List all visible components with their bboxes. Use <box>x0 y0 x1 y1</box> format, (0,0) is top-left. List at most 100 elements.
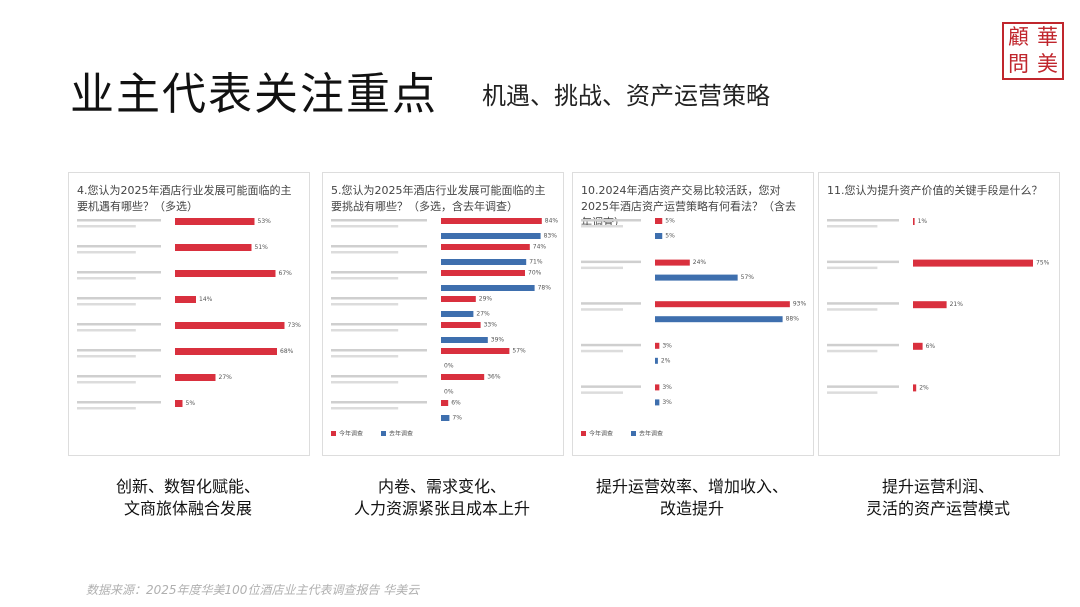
category-label-placeholder <box>77 219 161 222</box>
bar <box>655 233 663 239</box>
category-label-placeholder <box>827 260 899 264</box>
value-label: 93% <box>793 301 807 308</box>
bar <box>175 400 183 407</box>
bar <box>175 322 285 329</box>
category-label-placeholder <box>77 329 136 332</box>
category-label-placeholder <box>581 260 641 264</box>
category-label-placeholder <box>331 401 427 404</box>
category-label-placeholder <box>331 225 399 228</box>
bar <box>441 322 481 328</box>
value-label: 29% <box>479 296 493 303</box>
legend-label: 今年调查 <box>589 430 613 438</box>
legend-swatch <box>331 431 336 436</box>
caption: 提升运营利润、 灵活的资产运营模式 <box>813 476 1063 520</box>
caption-line: 提升运营效率、增加收入、 <box>595 477 788 496</box>
category-label-placeholder <box>827 349 878 353</box>
legend-label: 去年调查 <box>639 430 663 438</box>
category-label-placeholder <box>77 225 136 228</box>
category-label-placeholder <box>77 401 161 404</box>
bar <box>175 270 276 277</box>
bar <box>441 233 541 239</box>
chart: 1% 75% 21% 6% 2% <box>827 218 1050 394</box>
caption: 内卷、需求变化、人力资源紧张且成本上升 <box>317 476 567 520</box>
category-label-placeholder <box>581 343 641 347</box>
value-label: 6% <box>926 343 936 350</box>
bar <box>441 296 476 302</box>
category-label-placeholder <box>331 329 399 332</box>
bar <box>441 400 449 406</box>
value-label: 51% <box>255 244 269 251</box>
chart: 53% 51% 67% 14% 73% 68% 27% 5% <box>77 218 301 410</box>
caption-line: 提升运营利润、 <box>881 477 994 496</box>
value-label: 57% <box>741 274 755 281</box>
chart: 84% 83% 74% 71% 70% 78% 29% 27% 33% 39% 57% 0% 36% 0%… <box>331 218 558 438</box>
bar <box>655 342 660 349</box>
bar <box>441 259 527 265</box>
category-label-placeholder <box>77 407 136 410</box>
value-label: 0% <box>444 389 454 396</box>
category-label-placeholder <box>331 245 427 248</box>
value-label: 14% <box>199 296 213 303</box>
value-label: 68% <box>280 348 294 355</box>
caption: 提升运营效率、增加收入、 改造提升 <box>567 476 817 520</box>
category-label-placeholder <box>77 277 136 280</box>
bar <box>913 342 923 350</box>
category-label-placeholder <box>331 407 399 410</box>
bar <box>655 316 783 323</box>
category-label-placeholder <box>827 308 878 311</box>
bar <box>655 357 658 364</box>
category-label-placeholder <box>331 251 399 254</box>
value-label: 57% <box>512 348 526 355</box>
chart: 5% 5% 24% 57% 93% 88% 3% 2% 3% 3% 今年调查 去年调查 <box>581 218 807 438</box>
logo-char: 美 <box>1037 52 1058 76</box>
caption-line: 人力资源紧张且成本上升 <box>353 499 530 518</box>
category-label-placeholder <box>77 245 161 248</box>
bar <box>175 296 196 303</box>
value-label: 27% <box>476 311 490 318</box>
slide-title: 业主代表关注重点 <box>70 69 438 120</box>
value-label: 5% <box>665 218 675 225</box>
chart-title: 11.您认为提升资产价值的关键手段是什么？ <box>827 184 1043 197</box>
caption-line: 创新、数智化赋能、 <box>115 477 260 496</box>
value-label: 5% <box>186 400 196 407</box>
category-label-placeholder <box>77 303 136 306</box>
caption-line: 灵活的资产运营模式 <box>865 499 1010 518</box>
value-label: 71% <box>529 259 543 266</box>
category-label-placeholder <box>77 297 161 300</box>
bar <box>655 259 690 266</box>
value-label: 7% <box>452 415 462 422</box>
chart-title: 5.您认为2025年酒店行业发展可能面临的主要挑战有哪些？（多选，含去年调查） <box>331 184 546 213</box>
slide-subtitle: 机遇、挑战、资产运营策略 <box>482 82 770 110</box>
value-label: 5% <box>665 233 675 240</box>
value-label: 3% <box>662 384 672 391</box>
legend-swatch <box>631 431 636 436</box>
chart-panel: 11.您认为提升资产价值的关键手段是什么？ 1% 75% 21% 6% 2% <box>818 172 1060 456</box>
bar <box>175 218 255 225</box>
category-label-placeholder <box>827 225 878 228</box>
bar <box>441 374 485 380</box>
value-label: 24% <box>693 259 707 266</box>
category-label-placeholder <box>77 375 161 378</box>
bar <box>175 348 277 355</box>
category-label-placeholder <box>331 297 427 300</box>
value-label: 83% <box>544 233 558 240</box>
caption-line: 改造提升 <box>659 499 724 518</box>
legend-swatch <box>381 431 386 436</box>
category-label-placeholder <box>331 355 399 358</box>
bar <box>441 244 530 250</box>
bar <box>441 218 542 224</box>
value-label: 27% <box>219 374 233 381</box>
chart-panel: 4.您认为2025年酒店行业发展可能面临的主要机遇有哪些？（多选） 53% 51% 6… <box>68 172 310 456</box>
chart-panel: 5.您认为2025年酒店行业发展可能面临的主要挑战有哪些？（多选，含去年调查） 8… <box>322 172 564 456</box>
value-label: 75% <box>1036 260 1050 267</box>
value-label: 2% <box>661 357 671 364</box>
caption-line: 文商旅体融合发展 <box>123 499 252 518</box>
category-label-placeholder <box>77 381 136 384</box>
category-label-placeholder <box>827 302 899 305</box>
category-label-placeholder <box>827 343 899 347</box>
caption-line: 内卷、需求变化、 <box>377 477 506 496</box>
logo: 華 美 顧 問 <box>1002 22 1064 80</box>
category-label-placeholder <box>331 349 427 352</box>
logo-char: 問 <box>1008 52 1029 76</box>
bar <box>913 384 917 392</box>
